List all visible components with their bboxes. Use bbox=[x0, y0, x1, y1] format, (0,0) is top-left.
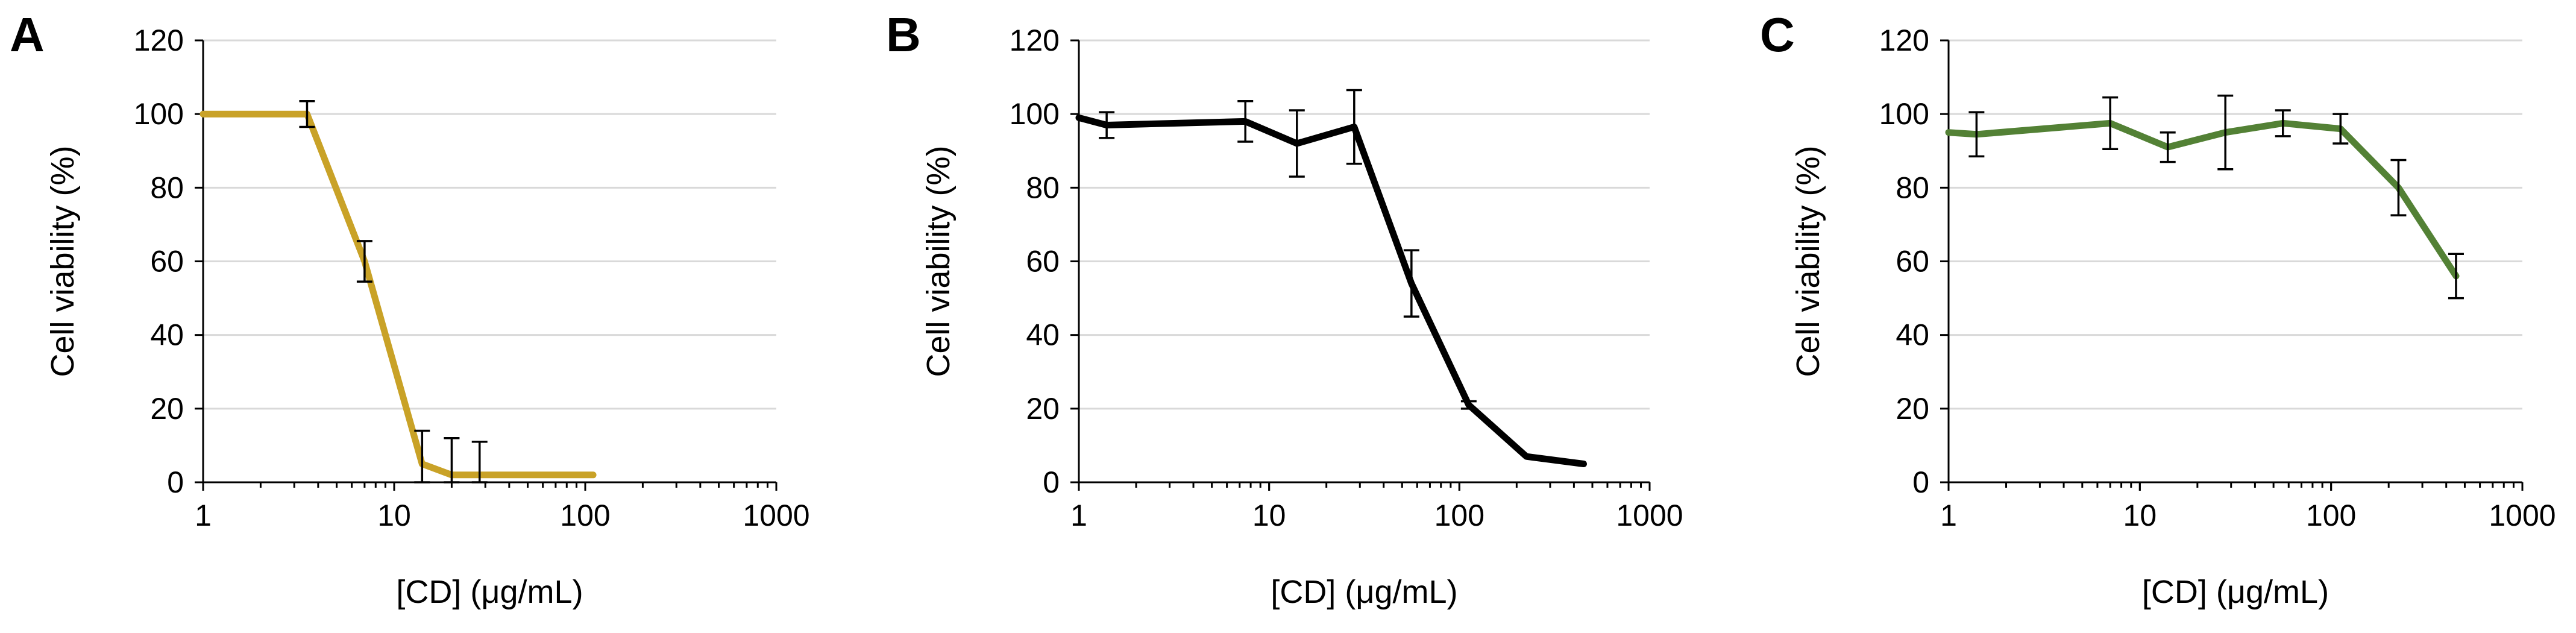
y-tick-label-b-20: 20 bbox=[1026, 392, 1060, 426]
panel-b-letter: B bbox=[886, 8, 921, 61]
error-bar-a-4 bbox=[414, 429, 430, 483]
series-line-c bbox=[1945, 119, 2460, 280]
y-tick-label-c-20: 20 bbox=[1896, 392, 1929, 426]
y-tick-label-b-60: 60 bbox=[1026, 245, 1060, 279]
error-bar-a-2 bbox=[299, 100, 315, 128]
error-bar-a-5 bbox=[444, 436, 460, 483]
error-bar-c-5 bbox=[2217, 94, 2234, 171]
y-tick-label-b-0: 0 bbox=[1043, 465, 1060, 499]
x-tick-label-a-1: 1 bbox=[195, 499, 212, 532]
error-bar-a-6 bbox=[471, 441, 488, 483]
error-bar-c-4 bbox=[2160, 131, 2176, 163]
x-tick-label-c-10: 10 bbox=[2123, 499, 2157, 532]
error-bar-b-4 bbox=[1289, 109, 1305, 178]
y-tick-label-c-100: 100 bbox=[1879, 97, 1929, 131]
x-tick-label-c-1000: 1000 bbox=[2489, 499, 2556, 532]
y-axis-title-c: Cell viability (%) bbox=[1790, 145, 1826, 377]
y-tick-label-a-40: 40 bbox=[150, 318, 184, 352]
series-line-b bbox=[1075, 114, 1587, 467]
x-axis-title-b: [CD] (μg/mL) bbox=[1271, 574, 1457, 610]
x-tick-label-c-1: 1 bbox=[1940, 499, 1957, 532]
x-tick-label-c-100: 100 bbox=[2306, 499, 2356, 532]
error-bar-b-2 bbox=[1099, 111, 1115, 139]
series-line-a bbox=[199, 110, 597, 479]
y-tick-label-b-80: 80 bbox=[1026, 171, 1060, 204]
error-bar-b-3 bbox=[1237, 100, 1254, 143]
panel-c-letter: C bbox=[1760, 8, 1795, 61]
y-tick-label-c-120: 120 bbox=[1879, 24, 1929, 57]
error-bar-a-3 bbox=[356, 240, 372, 283]
y-tick-label-a-0: 0 bbox=[167, 465, 184, 499]
y-tick-label-c-40: 40 bbox=[1896, 318, 1929, 352]
y-tick-label-a-60: 60 bbox=[150, 245, 184, 279]
y-tick-label-c-60: 60 bbox=[1896, 245, 1929, 279]
y-tick-label-a-20: 20 bbox=[150, 392, 184, 426]
x-tick-label-a-100: 100 bbox=[560, 499, 610, 532]
y-axis-title-a: Cell viability (%) bbox=[45, 145, 81, 377]
y-tick-label-a-80: 80 bbox=[150, 171, 184, 204]
y-tick-label-c-0: 0 bbox=[1912, 465, 1929, 499]
panel-a-letter: A bbox=[10, 8, 45, 61]
y-tick-label-c-80: 80 bbox=[1896, 171, 1929, 204]
x-tick-label-a-10: 10 bbox=[377, 499, 411, 532]
error-bar-c-7 bbox=[2333, 113, 2349, 145]
y-tick-label-a-100: 100 bbox=[134, 97, 184, 131]
x-tick-label-b-1: 1 bbox=[1070, 499, 1087, 532]
y-tick-label-b-40: 40 bbox=[1026, 318, 1060, 352]
x-tick-label-b-10: 10 bbox=[1252, 499, 1286, 532]
x-axis-title-a: [CD] (μg/mL) bbox=[396, 574, 583, 610]
error-bar-b-7 bbox=[1460, 400, 1477, 410]
x-tick-label-a-1000: 1000 bbox=[743, 499, 809, 532]
y-axis-title-b: Cell viability (%) bbox=[920, 145, 957, 377]
error-bar-c-8 bbox=[2390, 159, 2407, 216]
x-tick-label-b-1000: 1000 bbox=[1616, 499, 1683, 532]
error-bar-b-5 bbox=[1346, 89, 1362, 165]
error-bar-c-6 bbox=[2275, 109, 2291, 137]
x-axis-title-c: [CD] (μg/mL) bbox=[2142, 574, 2329, 610]
error-bar-c-3 bbox=[2102, 96, 2119, 150]
error-bar-b-6 bbox=[1403, 249, 1419, 318]
error-bar-c-9 bbox=[2448, 253, 2464, 300]
x-tick-label-b-100: 100 bbox=[1434, 499, 1484, 532]
y-tick-label-b-100: 100 bbox=[1010, 97, 1060, 131]
error-bar-c-2 bbox=[1968, 111, 1985, 158]
y-tick-label-b-120: 120 bbox=[1010, 24, 1060, 57]
y-tick-label-a-120: 120 bbox=[134, 24, 184, 57]
